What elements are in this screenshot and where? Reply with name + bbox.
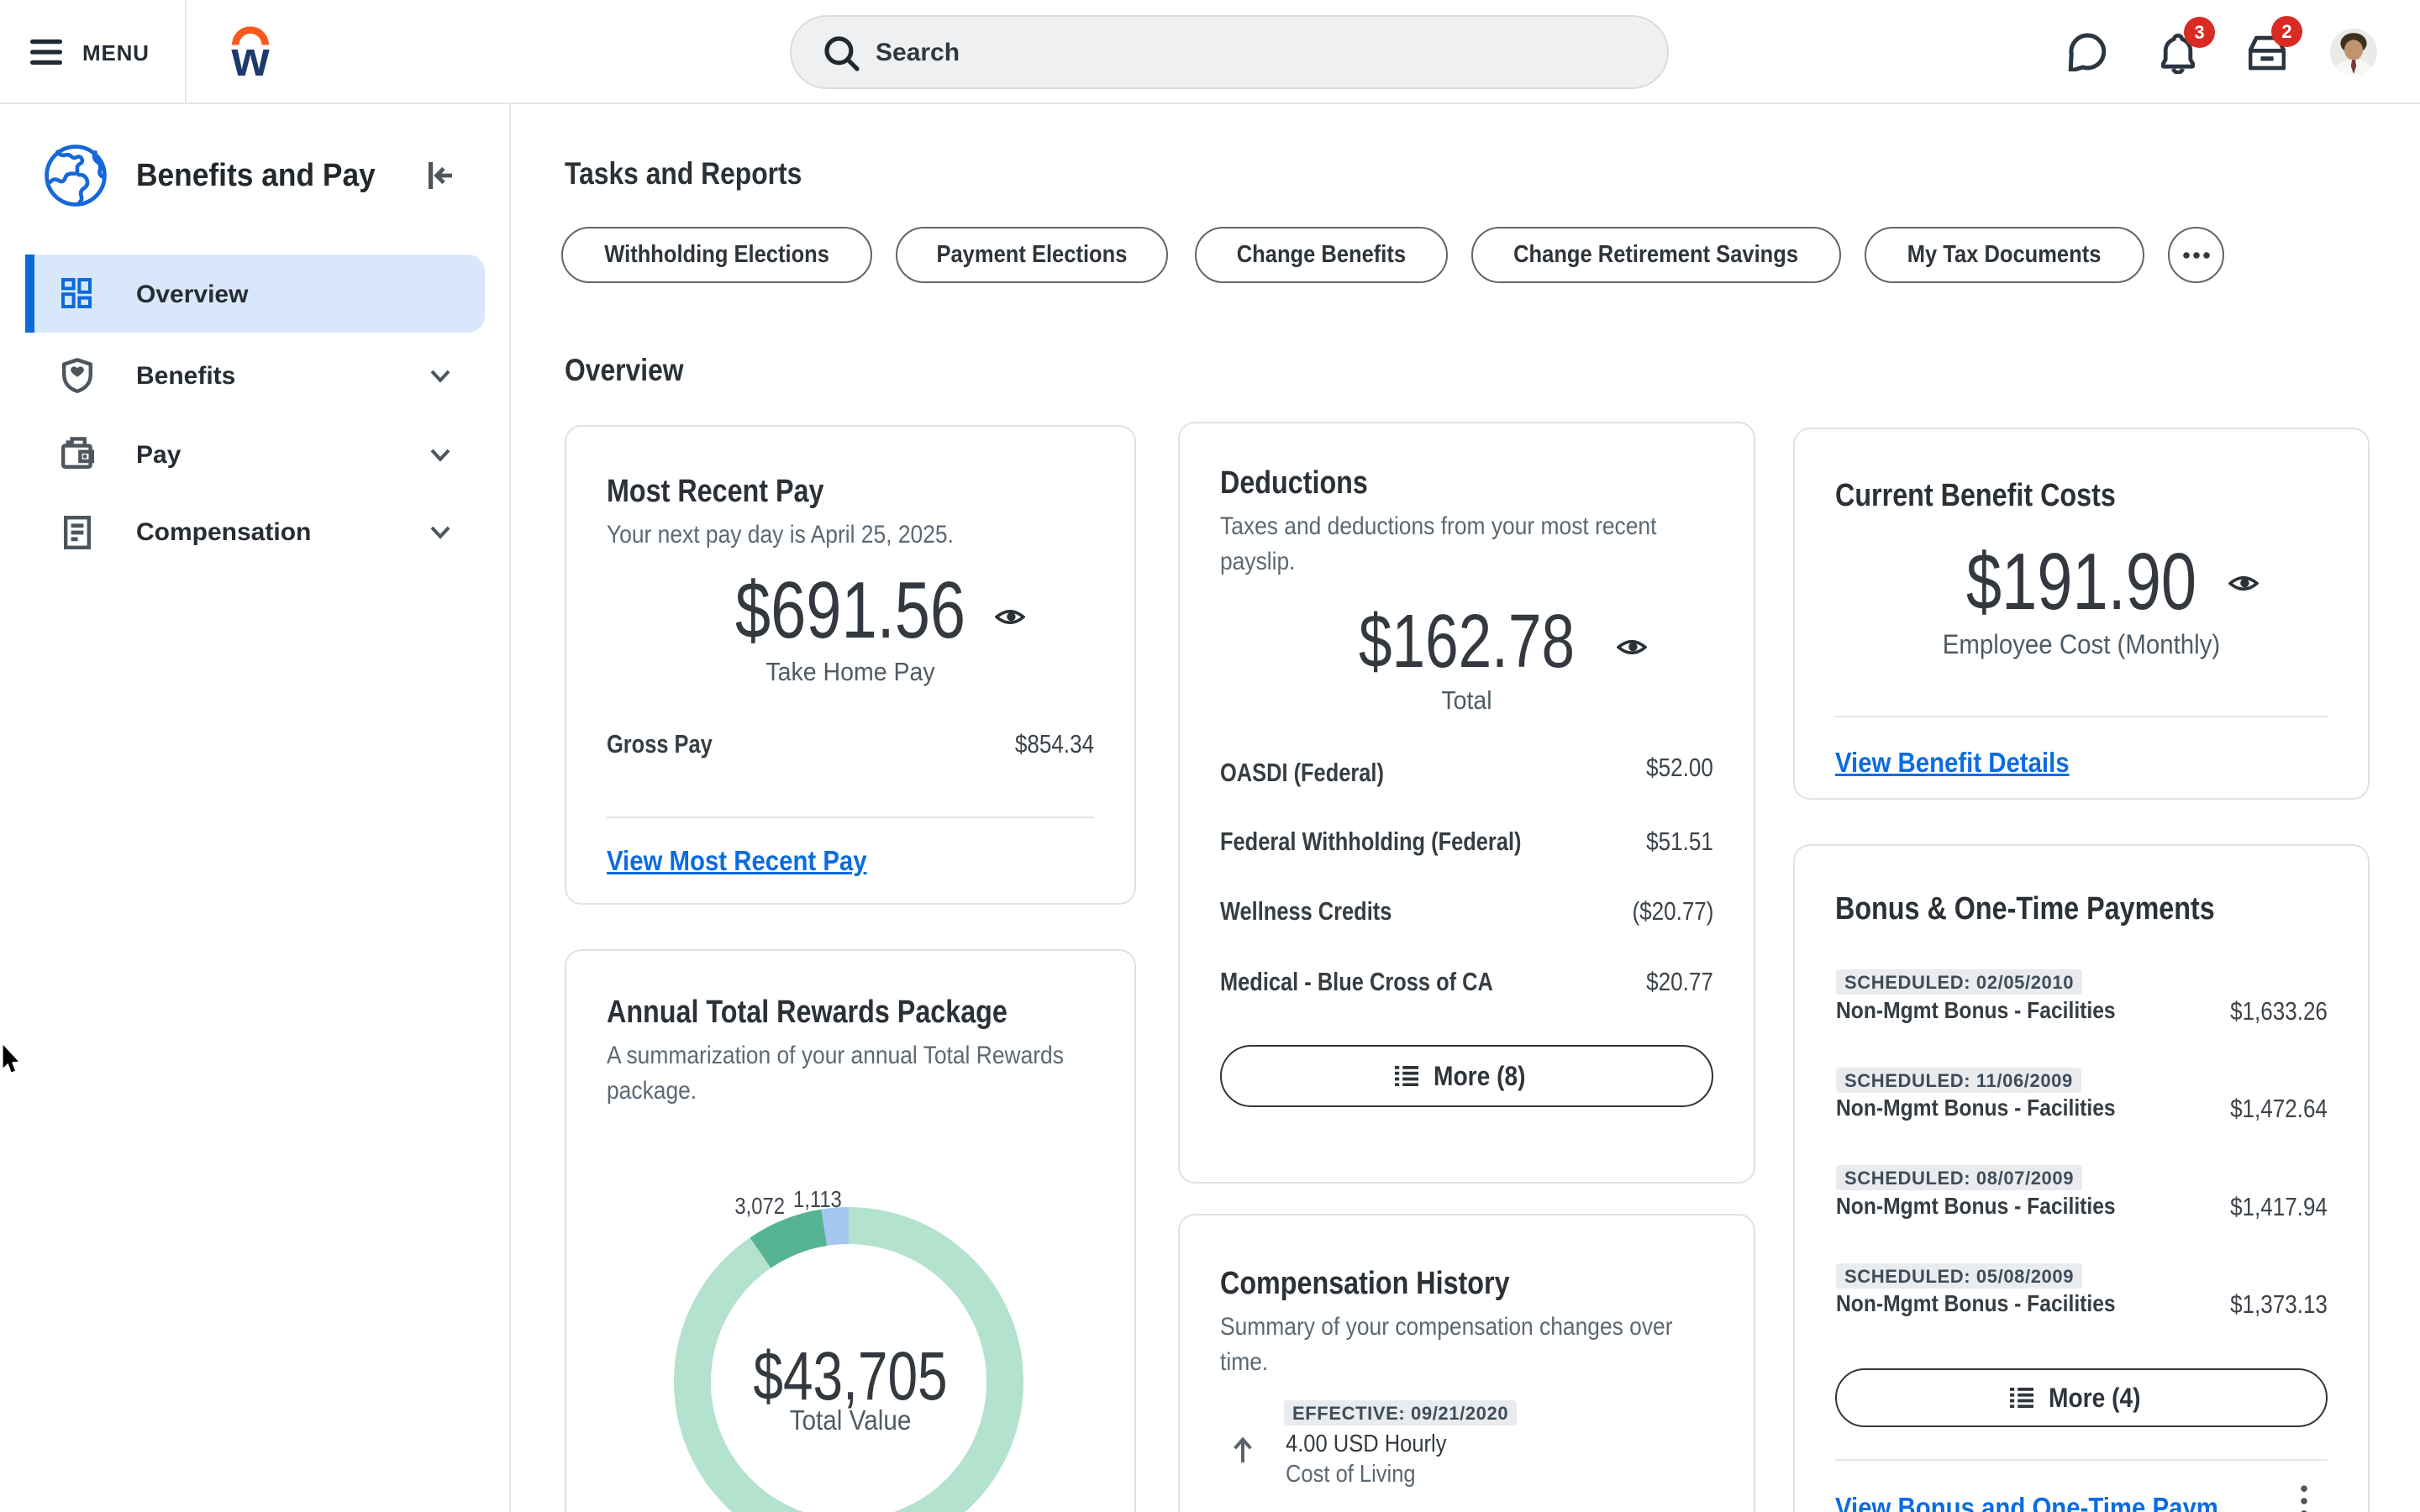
svg-text:w: w	[231, 32, 270, 78]
